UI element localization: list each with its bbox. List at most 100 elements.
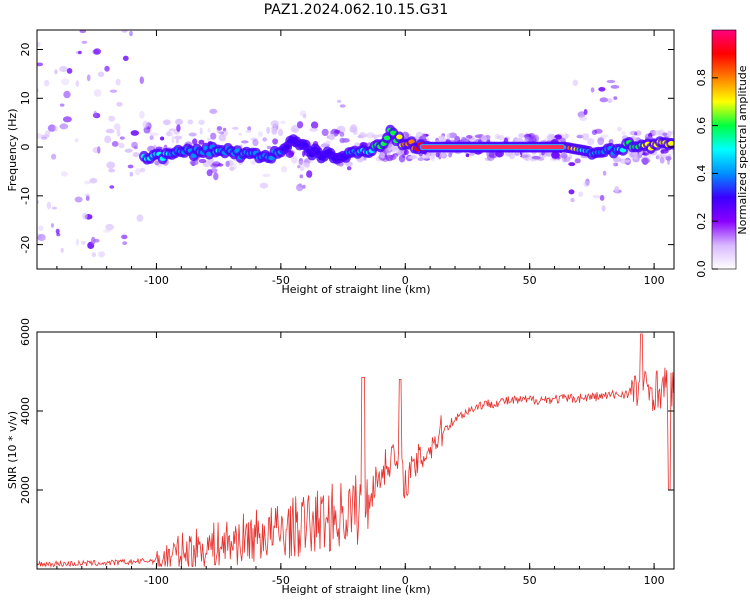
y-tick-label: 20 (19, 43, 32, 57)
spectrogram-scatter-blob (108, 168, 116, 173)
spectrogram-scatter-blob (41, 134, 50, 138)
x-tick-label: 50 (523, 574, 537, 587)
spectrogram-scatter-blob (518, 133, 526, 138)
spectrogram-scatter-blob (81, 40, 88, 44)
x-tick-label: -100 (144, 274, 169, 287)
colorbar-tick-label: 0.4 (695, 165, 708, 183)
spectrogram-scatter-blob (298, 160, 305, 167)
spectrogram-scatter-blob (380, 152, 385, 159)
spectrogram-scatter-blob (154, 160, 160, 166)
spectrogram-scatter-blob (568, 189, 575, 195)
spectrogram-scatter-blob (300, 166, 305, 172)
spectrogram-scatter-blob (136, 214, 144, 222)
spectrogram-scatter-blob (659, 157, 665, 164)
colorbar-label: Normalized spectral amplitude (736, 65, 749, 234)
spectrogram-scatter-blob (46, 201, 52, 210)
spectrogram-scatter-blob (105, 223, 114, 231)
chart-title: PAZ1.2024.062.10.15.G31 (264, 2, 449, 18)
spectrogram-scatter-blob (54, 69, 58, 75)
spectrogram-scatter-blob (446, 133, 451, 140)
spectrogram-scatter-blob (599, 194, 605, 201)
spectrogram-scatter-blob (350, 124, 358, 132)
spectrogram-scatter-blob (617, 126, 622, 132)
snr-panel: -100 -50 0 50 100 2000 4000 6000 Height of str… (6, 318, 675, 596)
spectrogram-scatter-blob (439, 153, 446, 158)
spectrogram-scatter-blob (613, 162, 619, 167)
spectrogram-scatter-blob (84, 180, 91, 185)
spectrogram-scatter-blob (564, 133, 569, 139)
spectrogram-scatter-blob (487, 154, 495, 161)
spectrogram-scatter-blob (272, 138, 278, 145)
spectrogram-scatter-blob (66, 68, 73, 74)
spectrogram-scatter-blob (111, 141, 119, 147)
spectrogram-scatter-blob (166, 130, 171, 137)
spectrogram-scatter-blob (403, 149, 409, 156)
spectrogram-scatter-blob (328, 133, 335, 141)
spectrogram-scatter-blob (551, 151, 560, 159)
spectrogram-scatter-blob (524, 133, 530, 142)
spectrogram-scatter-blob (389, 154, 397, 161)
spectrogram-scatter-blob (168, 128, 176, 132)
x-tick-label: -50 (272, 574, 290, 587)
spectrogram-scatter-blob (37, 233, 46, 242)
spectrogram-scatter-blob (59, 65, 68, 73)
spectrogram-scatter-blob (118, 142, 125, 149)
spectrogram-scatter-blob (613, 96, 618, 100)
spectrogram-scatter-blob (629, 130, 638, 136)
spectrogram-scatter-blob (174, 135, 183, 140)
spectrogram-scatter-blob (160, 136, 165, 141)
spectrogram-scatter-blob (139, 167, 146, 173)
spectrogram-scatter-blob (115, 78, 121, 86)
y-tick-label: 4000 (19, 397, 32, 425)
spectrogram-scatter-blob (599, 97, 608, 103)
spectrogram-scatter-blob (621, 131, 626, 136)
spectrogram-scatter-blob (291, 128, 298, 132)
spectrogram-scatter-blob (582, 133, 590, 141)
spectrogram-scatter-blob (106, 161, 116, 169)
spectrogram-scatter-blob (391, 146, 399, 151)
spectrogram-scatter-blob (299, 174, 304, 179)
spectrogram-scatter-blob (238, 132, 242, 136)
spectrogram-scatter-blob (612, 162, 617, 166)
y-tick-label: -20 (19, 236, 32, 254)
spectrogram-scatter-blob (74, 196, 83, 203)
spectrogram-scatter-blob (116, 101, 123, 107)
y-tick-label: 6000 (19, 318, 32, 346)
spectrogram-scatter-blob (51, 223, 54, 228)
spectrogram-scatter-blob (338, 162, 344, 167)
x-tick-label: -100 (144, 574, 169, 587)
spectrogram-scatter-blob (250, 160, 257, 165)
spectrogram-scatter-blob (527, 137, 535, 142)
spectrogram-scatter-blob (175, 138, 179, 144)
spectrogram-scatter-blob (670, 149, 674, 155)
spectrogram-scatter-blob (670, 130, 674, 136)
spectrogram-scatter-blob (579, 115, 588, 122)
spectrogram-scatter-blob (346, 166, 352, 171)
colorbar-tick-label: 0.8 (695, 69, 708, 87)
spectrogram-scatter-blob (229, 166, 235, 171)
spectrogram-scatter-blob (92, 49, 100, 55)
spectrogram-scatter-blob (122, 55, 129, 61)
spectrogram-scatter-blob (568, 154, 573, 160)
colorbar-tick-label: 0.6 (695, 117, 708, 135)
spectrogram-scatter-blob (568, 162, 576, 167)
spectrogram-scatter-blob (366, 132, 375, 139)
spectrogram-scatter-blob (494, 133, 501, 139)
spectrogram-scatter-blob (646, 154, 652, 158)
spectrogram-scatter-blob (59, 103, 65, 107)
spectrogram-scatter-blob (51, 153, 57, 160)
spectrogram-scatter-blob (104, 135, 112, 144)
spectrogram-scatter-blob (54, 126, 58, 132)
spectrogram-scatter-blob (207, 137, 211, 141)
spectrogram-scatter-blob (91, 252, 97, 258)
spectrogram-scatter-blob (97, 146, 101, 154)
spectrogram-scatter-blob (435, 152, 440, 158)
spectrogram-scatter-blob (310, 121, 319, 129)
spectrogram-scatter-blob (93, 110, 97, 118)
spectrogram-scatter-blob (454, 136, 461, 144)
spectrogram-scatter-blob (74, 138, 79, 143)
spectrogram-scatter-blob (583, 180, 590, 188)
spectrogram-scatter-blob (570, 197, 575, 203)
spectrogram-scatter-blob (302, 114, 307, 119)
